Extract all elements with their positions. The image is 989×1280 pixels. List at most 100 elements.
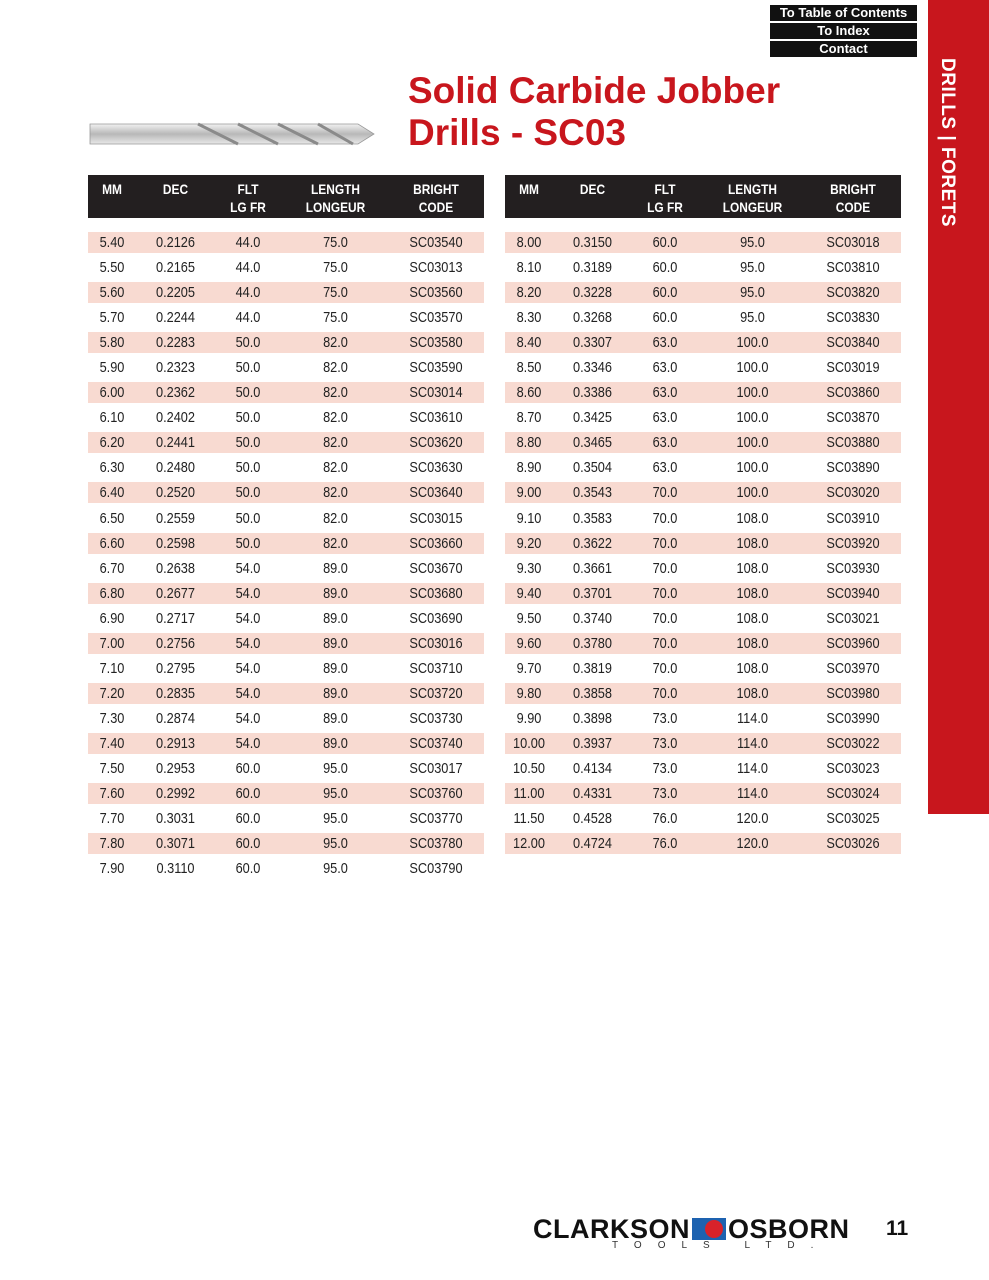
cell-mm: 6.30 [99,459,125,477]
cell-mm: 7.50 [99,759,125,777]
cell-mm: 6.50 [99,509,125,527]
cell-length: 75.0 [323,284,348,302]
table-row: 5.90 0.2323 50.0 82.0 SC03590 [88,356,484,381]
table-row: 8.40 0.3307 63.0 100.0 SC03840 [505,331,901,356]
cell-length: 95.0 [740,309,765,327]
cell-dec: 0.3937 [572,734,612,752]
table-row: 12.00 0.4724 76.0 120.0 SC03026 [505,832,901,857]
cell-dec: 0.2126 [155,234,195,251]
cell-mm: 8.70 [516,409,542,427]
cell-length: 89.0 [323,584,348,602]
cell-dec: 0.2362 [155,384,195,402]
cell-code: SC03830 [826,309,880,327]
cell-code: SC03770 [409,810,463,828]
cell-mm: 7.00 [99,634,125,652]
cell-length: 95.0 [740,234,765,251]
column-header-mm: MM [509,180,550,198]
cell-code: SC03016 [409,634,463,652]
cell-mm: 6.00 [99,384,125,402]
cell-dec: 0.3543 [572,484,612,502]
table-row: 8.80 0.3465 63.0 100.0 SC03880 [505,431,901,456]
cell-flute-length: 54.0 [235,659,261,677]
column-header-flute-length: FLT LG FR [640,180,691,216]
cell-length: 100.0 [736,459,769,477]
cell-code: SC03930 [826,559,880,577]
cell-flute-length: 63.0 [652,334,678,352]
table-row: 5.50 0.2165 44.0 75.0 SC03013 [88,256,484,281]
cell-mm: 10.00 [513,734,545,752]
column-header-flute-length: FLT LG FR [223,180,274,216]
cell-dec: 0.2165 [155,259,195,277]
contact-link[interactable]: Contact [770,41,917,57]
cell-code: SC03980 [826,684,880,702]
cell-length: 100.0 [736,434,769,452]
cell-mm: 5.80 [99,334,125,352]
column-header-text: CODE [835,199,871,215]
table-row: 8.10 0.3189 60.0 95.0 SC03810 [505,256,901,281]
cell-code: SC03680 [409,584,463,602]
cell-dec: 0.3858 [572,684,612,702]
cell-flute-length: 70.0 [652,659,678,677]
cell-length: 89.0 [323,559,348,577]
cell-mm: 6.90 [99,609,125,627]
cell-dec: 0.2874 [155,709,195,727]
cell-mm: 6.40 [99,484,125,502]
column-header-text: FLT [237,181,259,197]
brand-left: CLARKSON [533,1214,690,1244]
cell-mm: 7.70 [99,810,125,828]
cell-flute-length: 73.0 [652,709,678,727]
column-header-text: CODE [418,199,454,215]
cell-flute-length: 50.0 [235,534,261,552]
cell-flute-length: 63.0 [652,384,678,402]
column-header-code: BRIGHT CODE [395,180,477,216]
column-header-text: BRIGHT [413,181,459,197]
cell-mm: 8.20 [516,284,542,302]
cell-length: 95.0 [740,284,765,302]
section-sidebar [928,0,989,814]
cell-code: SC03910 [826,509,880,527]
cell-dec: 0.3701 [572,584,612,602]
cell-dec: 0.3583 [572,509,612,527]
table-row: 9.00 0.3543 70.0 100.0 SC03020 [505,481,901,506]
column-header-text: FLT [654,181,676,197]
cell-dec: 0.3898 [572,709,612,727]
cell-length: 95.0 [323,785,348,803]
cell-flute-length: 50.0 [235,484,261,502]
cell-mm: 7.20 [99,684,125,702]
table-row: 6.30 0.2480 50.0 82.0 SC03630 [88,456,484,481]
table-row: 8.90 0.3504 63.0 100.0 SC03890 [505,456,901,481]
cell-length: 75.0 [323,259,348,277]
cell-code: SC03014 [409,384,463,402]
index-link[interactable]: To Index [770,23,917,39]
cell-length: 82.0 [323,484,348,502]
table-row: 11.50 0.4528 76.0 120.0 SC03025 [505,807,901,832]
table-row: 9.30 0.3661 70.0 108.0 SC03930 [505,557,901,582]
cell-mm: 12.00 [513,835,545,853]
cell-mm: 10.50 [513,759,545,777]
cell-code: SC03760 [409,785,463,803]
cell-code: SC03780 [409,835,463,853]
cell-code: SC03890 [826,459,880,477]
page-number: 11 [886,1217,909,1240]
table-row: 6.80 0.2677 54.0 89.0 SC03680 [88,582,484,607]
cell-mm: 8.30 [516,309,542,327]
cell-code: SC03630 [409,459,463,477]
cell-length: 100.0 [736,334,769,352]
cell-dec: 0.2795 [155,659,195,677]
cell-code: SC03590 [409,359,463,377]
cell-flute-length: 70.0 [652,609,678,627]
cell-length: 114.0 [737,759,768,777]
cell-code: SC03810 [826,259,880,277]
cell-mm: 7.30 [99,709,125,727]
cell-mm: 9.10 [516,509,542,527]
cell-length: 108.0 [736,659,769,677]
cell-dec: 0.2638 [155,559,195,577]
cell-dec: 0.2913 [155,734,195,752]
cell-code: SC03730 [409,709,463,727]
cell-length: 95.0 [323,835,348,853]
drill-table-left: MM DEC FLT LG FR LENGTH LONGEUR BRIGHT CODE 5.40… [88,175,484,877]
cell-mm: 9.50 [516,609,542,627]
table-of-contents-link[interactable]: To Table of Contents [770,5,917,21]
cell-flute-length: 76.0 [652,835,678,853]
table-row: 5.70 0.2244 44.0 75.0 SC03570 [88,306,484,331]
